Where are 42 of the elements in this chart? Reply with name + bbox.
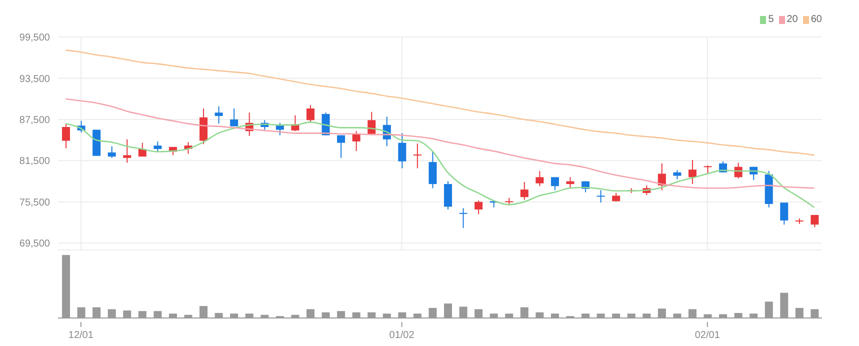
candlestick (536, 170, 544, 187)
legend-label: 20 (786, 14, 798, 26)
line-series (64, 122, 816, 208)
candlestick (474, 200, 483, 215)
y-tick-label: 81,500 (19, 156, 50, 168)
candlestick (276, 122, 284, 136)
candlestick (123, 138, 132, 164)
y-tick-label: 99,500 (19, 32, 50, 44)
candlestick (596, 190, 605, 204)
candlestick (566, 176, 574, 189)
x-tick-label: 12/01 (68, 330, 94, 341)
line-series (64, 49, 816, 156)
candlestick (337, 134, 346, 158)
candlestick (658, 162, 666, 191)
candlestick (810, 214, 819, 228)
x-tick-label: 01/02 (389, 330, 415, 341)
candlestick (62, 123, 70, 149)
y-tick-label: 93,500 (19, 74, 50, 85)
legend-label: 60 (810, 14, 822, 26)
legend-label: 5 (768, 14, 774, 26)
candlestick (428, 150, 437, 189)
x-tick-label: 02/01 (694, 330, 720, 341)
candlestick (352, 130, 360, 152)
candlestick (398, 132, 406, 169)
candlestick (214, 106, 223, 124)
candlestick (108, 146, 116, 158)
candlestick (368, 111, 376, 134)
candlestick (230, 108, 238, 127)
candlestick (200, 108, 208, 145)
candlestick (444, 180, 452, 210)
candlestick (413, 143, 422, 169)
candlestick (780, 202, 788, 226)
candlestick (459, 208, 468, 229)
candlestick (306, 104, 314, 123)
candlestick (550, 176, 559, 191)
y-tick-label: 69,500 (19, 238, 50, 250)
candlestick (688, 159, 696, 185)
candlestick (520, 181, 528, 200)
y-tick-label: 87,500 (19, 115, 50, 126)
candlestick (154, 140, 162, 152)
line-series (64, 98, 816, 189)
y-tick-label: 75,500 (19, 197, 50, 208)
